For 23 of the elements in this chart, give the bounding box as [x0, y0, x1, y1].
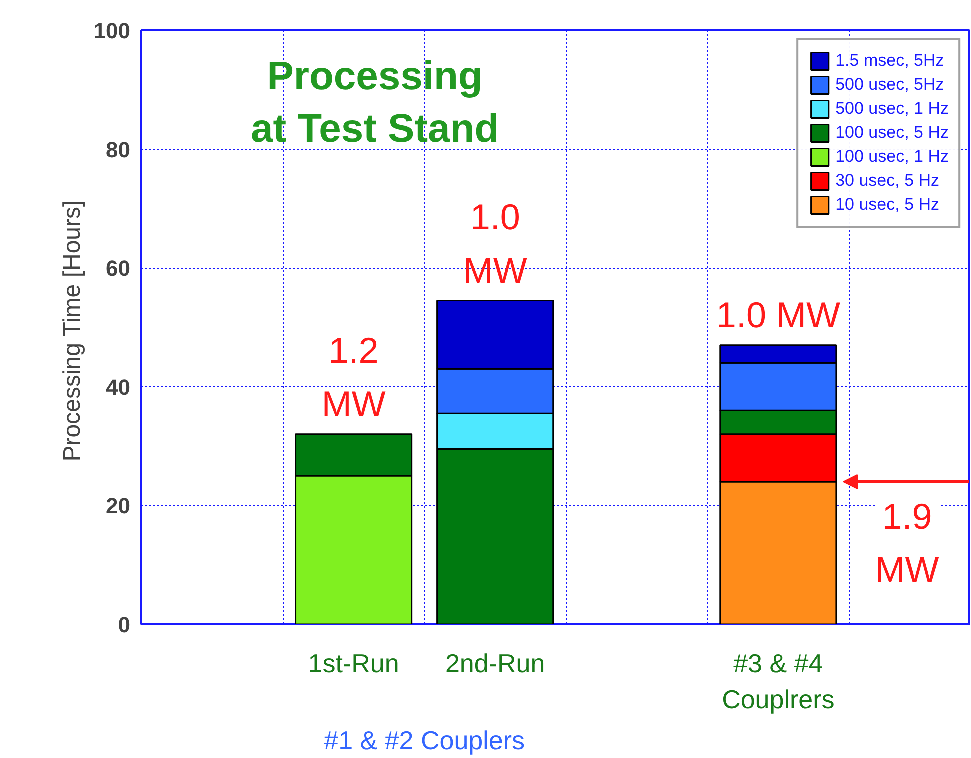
legend-label: 500 usec, 1 Hz	[836, 99, 949, 119]
text: Processing at Test Stand	[250, 54, 500, 152]
legend-label: 100 usec, 5 Hz	[836, 123, 949, 143]
x-tick-label: 2nd-Run	[445, 648, 546, 678]
x-tick-label: #3 & #4 Couplrers	[722, 648, 835, 714]
legend-label: 100 usec, 1 Hz	[836, 147, 949, 167]
x-tick-label: 1st-Run	[308, 648, 400, 678]
legend-label: 10 usec, 5 Hz	[836, 195, 940, 215]
y-axis-title: Processing Time [Hours]	[58, 200, 86, 462]
legend-label: 30 usec, 5 Hz	[836, 171, 940, 191]
y-tick-label: 100	[94, 18, 131, 44]
y-tick-label: 80	[106, 137, 131, 162]
legend-label: 500 usec, 5Hz	[836, 75, 944, 95]
text: #1 & #2 Couplers	[324, 726, 526, 756]
legend-label: 1.5 msec, 5Hz	[836, 51, 944, 71]
annotation: 1.2 MW	[322, 330, 386, 424]
y-tick-label: 0	[118, 612, 131, 638]
y-tick-label: 20	[106, 494, 131, 519]
annotation: 1.0 MW	[716, 294, 840, 336]
annotation: 1.0 MW	[463, 196, 528, 291]
annotation: 1.9 MW	[875, 496, 940, 590]
y-tick-label: 40	[106, 374, 131, 400]
y-tick-label: 60	[106, 256, 131, 282]
